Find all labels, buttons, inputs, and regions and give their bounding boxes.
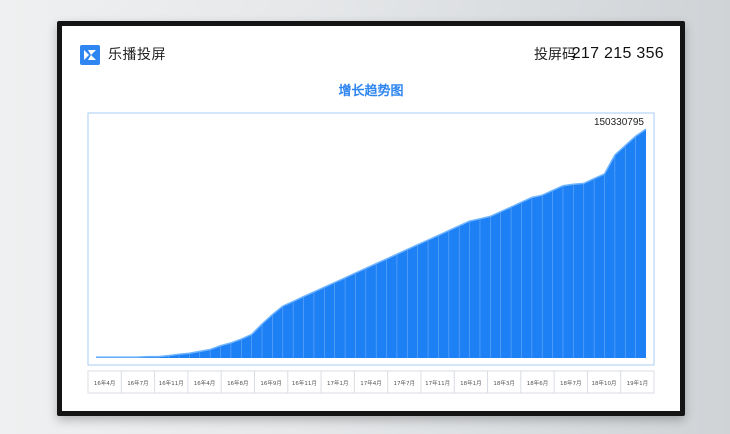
chart-bars [106, 137, 636, 359]
chart-end-value-label: 150330795 [594, 117, 644, 128]
app-name: 乐播投屏 [108, 47, 166, 63]
chart-area-fill [96, 129, 646, 358]
tv-screen: 乐播投屏 投屏码 217 215 356 增长趋势图 150330795 16年… [62, 26, 680, 411]
x-tick-label: 19年1月 [627, 379, 649, 387]
x-tick-label: 18年7月 [560, 379, 582, 387]
x-tick-label: 18年3月 [493, 379, 515, 387]
screen-code-value: 217 215 356 [571, 45, 664, 62]
x-tick-label: 16年7月 [127, 379, 149, 387]
app-logo-icon [80, 45, 100, 65]
chart-title: 增长趋势图 [338, 84, 404, 99]
x-tick-label: 16年9月 [260, 379, 282, 387]
screen-code-label: 投屏码 [534, 47, 576, 63]
chart-area-line [96, 128, 647, 358]
x-tick-label: 16年4月 [94, 379, 116, 387]
chart-plot-border [87, 112, 655, 366]
x-tick-label: 16年11月 [292, 379, 317, 387]
x-tick-label: 18年1月 [460, 379, 482, 387]
x-tick-label: 18年6月 [527, 379, 549, 387]
x-tick-label: 17年7月 [394, 379, 416, 387]
x-tick-label: 17年1月 [327, 379, 349, 387]
x-tick-label: 18年10月 [592, 379, 617, 387]
growth-chart: 150330795 16年4月 16年7月 16年11月 16年4月 16年8月 16年9… [87, 112, 655, 394]
tv-frame: 乐播投屏 投屏码 217 215 356 增长趋势图 150330795 16年… [57, 21, 685, 416]
x-tick-label: 16年8月 [227, 379, 249, 387]
x-tick-label: 16年4月 [194, 379, 216, 387]
x-tick-label: 17年11月 [425, 379, 450, 387]
chart-x-axis: 16年4月 16年7月 16年11月 16年4月 16年8月 16年9月 16年11月 17年… [87, 370, 655, 394]
x-axis-strip [87, 370, 655, 394]
x-tick-label: 17年4月 [360, 379, 382, 387]
x-tick-label: 16年11月 [159, 379, 184, 387]
